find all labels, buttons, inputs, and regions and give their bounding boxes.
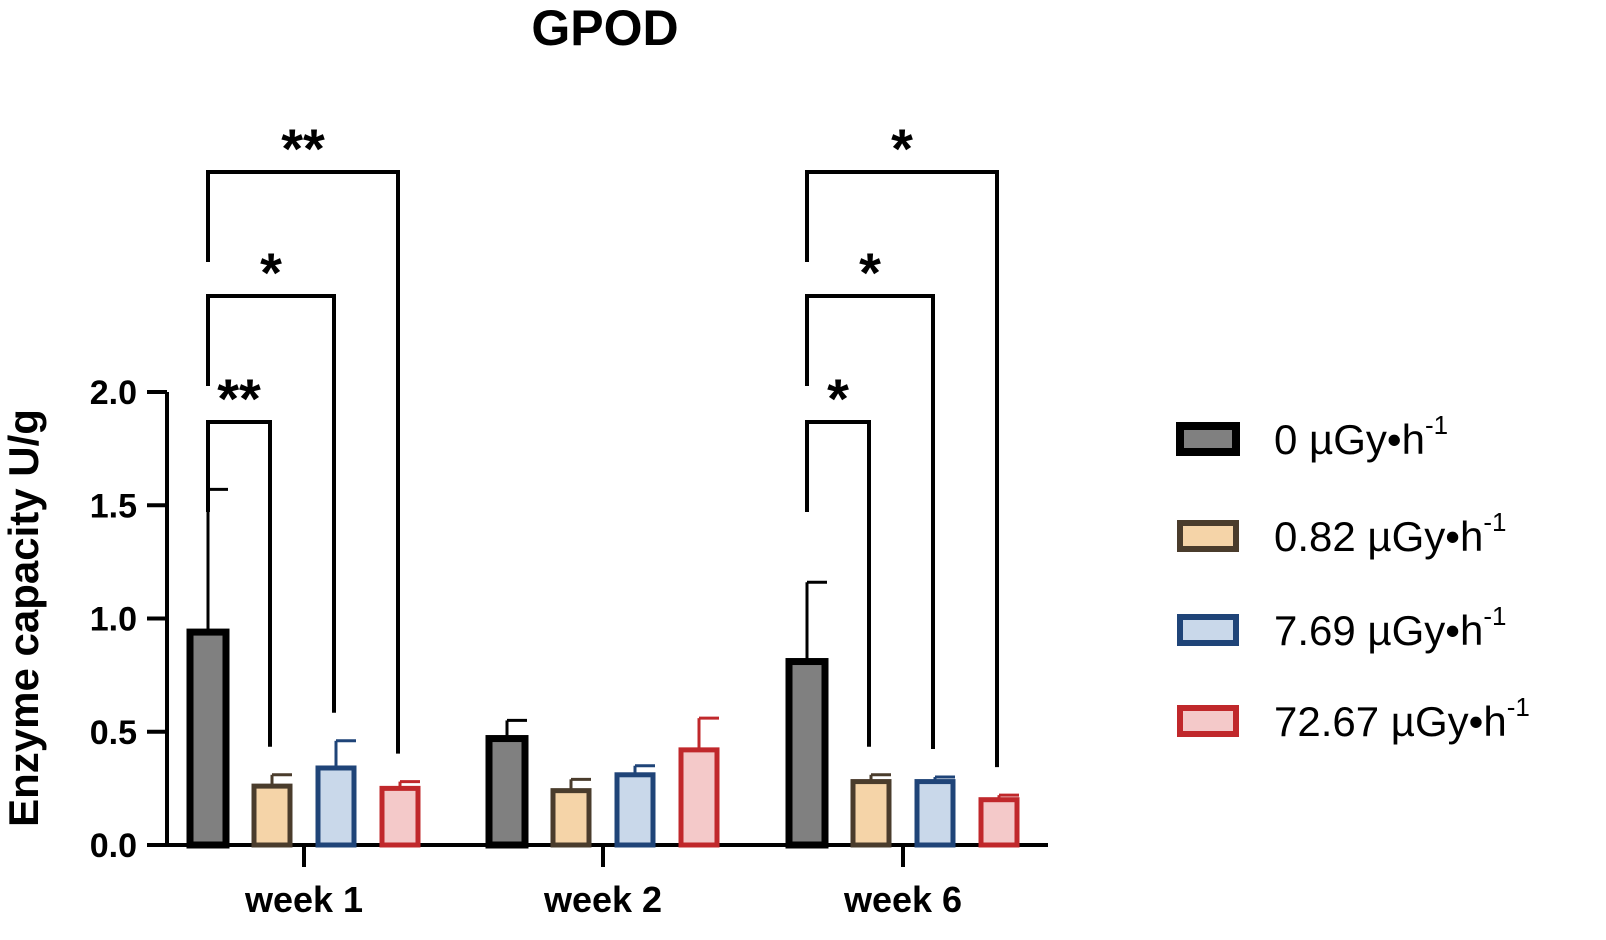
significance-bracket (805, 420, 871, 747)
legend-label-text: 0.82 µGy•h (1274, 513, 1483, 560)
x-category-label: week 6 (843, 879, 962, 920)
legend-label: 0.82 µGy•h-1 (1274, 507, 1506, 560)
legend-label-text: 7.69 µGy•h (1274, 607, 1483, 654)
significance-bracket (206, 170, 400, 754)
bar (550, 788, 592, 848)
y-tick-label: 1.5 (90, 487, 137, 525)
significance-label: ** (217, 367, 261, 430)
significance-bracket (206, 420, 272, 747)
y-tick-label: 1.0 (90, 601, 137, 639)
y-tick-label: 0.5 (90, 714, 137, 752)
significance-label: * (827, 367, 849, 430)
legend-label: 72.67 µGy•h-1 (1274, 692, 1530, 745)
legend-swatch (1177, 614, 1239, 646)
legend-label-text: 72.67 µGy•h (1274, 698, 1507, 745)
significance-bracket (805, 294, 935, 750)
significance-label: ** (281, 117, 325, 180)
bar (251, 783, 293, 848)
bars (186, 487, 1020, 849)
y-tick-label: 2.0 (90, 374, 137, 412)
x-category-label: week 1 (244, 879, 363, 920)
significance-bracket (805, 170, 999, 768)
legend-swatch (1177, 520, 1239, 552)
bar (186, 628, 230, 849)
bar (614, 772, 656, 848)
significance-label: * (260, 241, 282, 304)
significance-label: * (891, 117, 913, 180)
legend-label-superscript: -1 (1507, 692, 1530, 722)
significance-label: * (859, 241, 881, 304)
chart-title: GPOD (531, 0, 678, 56)
bar (678, 747, 720, 848)
legend-label-superscript: -1 (1483, 601, 1506, 631)
legend-label-superscript: -1 (1483, 507, 1506, 537)
significance-bracket (206, 294, 336, 713)
bar (978, 797, 1020, 848)
bar (485, 735, 529, 849)
legend-label-text: 0 µGy•h (1274, 416, 1425, 463)
bar (315, 765, 357, 848)
legend-label: 0 µGy•h-1 (1274, 410, 1448, 463)
legend-label: 7.69 µGy•h-1 (1274, 601, 1506, 654)
legend-label-superscript: -1 (1425, 410, 1448, 440)
bar (914, 779, 956, 848)
significance-brackets: ******** (206, 117, 999, 768)
legend-swatch (1176, 422, 1240, 456)
bar (785, 658, 829, 849)
y-axis-label: Enzyme capacity U/g (0, 409, 47, 827)
legend-swatch (1177, 705, 1239, 737)
bar (850, 779, 892, 848)
bar (379, 785, 421, 848)
axes: 0.0 0.5 1.0 1.5 2.0 Enzyme capacity U/g week 1… (0, 374, 1048, 920)
legend: 0 µGy•h-10.82 µGy•h-17.69 µGy•h-172.67 µ… (1176, 410, 1530, 745)
y-tick-label: 0.0 (90, 827, 137, 865)
x-category-label: week 2 (543, 879, 662, 920)
